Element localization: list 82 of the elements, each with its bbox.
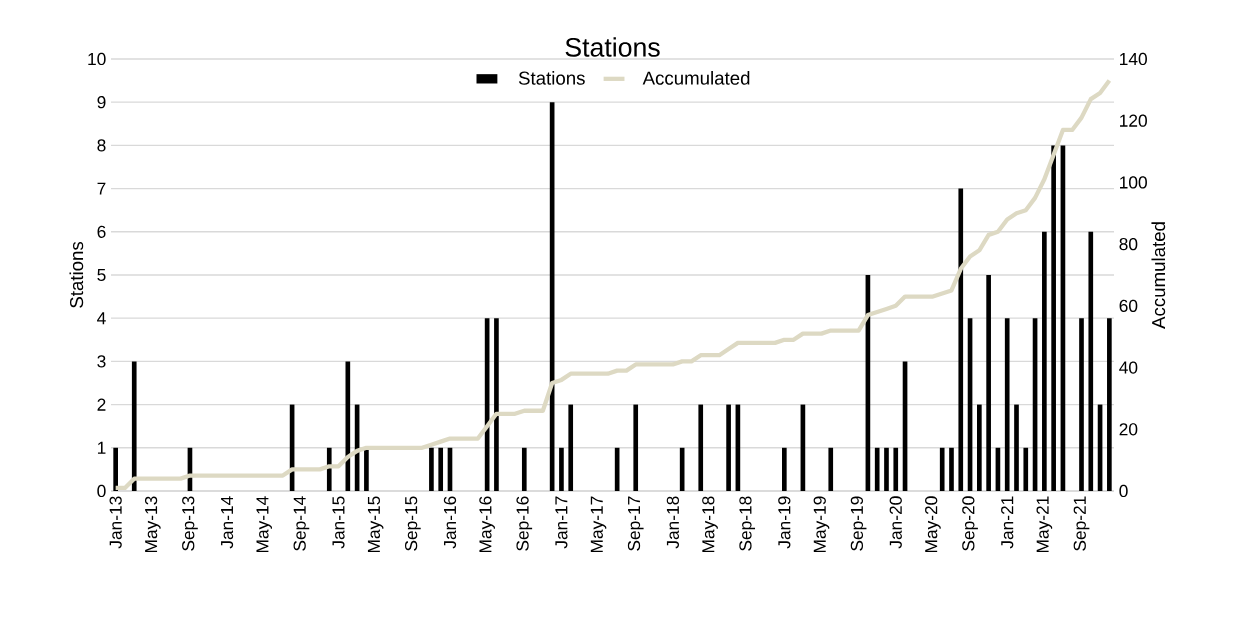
bar xyxy=(131,361,137,491)
bar xyxy=(364,447,369,491)
y-tick-label: 6 xyxy=(97,225,106,238)
x-tick-label: May-16 xyxy=(479,496,495,553)
bar xyxy=(113,447,118,491)
x-tick-label: Sep-14 xyxy=(293,496,310,551)
x-tick-label: Jan-15 xyxy=(332,496,345,549)
bar xyxy=(977,404,982,491)
bar xyxy=(559,447,564,491)
x-tick-label: Jan-14 xyxy=(221,496,234,549)
x-tick-label: Jan-19 xyxy=(778,496,791,549)
x-tick-label: Jan-16 xyxy=(443,496,457,549)
x-tick-label: May-19 xyxy=(813,496,830,553)
x-tick-label: Sep-19 xyxy=(850,496,867,551)
y-tick-label: 7 xyxy=(97,182,106,195)
x-tick-label: May-14 xyxy=(256,496,273,553)
x-tick-label: Jan-18 xyxy=(666,496,680,549)
y2-tick-label: 0 xyxy=(1119,484,1128,498)
bar xyxy=(1004,318,1010,491)
bar xyxy=(986,274,991,491)
bar xyxy=(949,447,954,491)
x-tick-label: May-20 xyxy=(925,496,941,553)
y-tick-label: 0 xyxy=(97,484,106,498)
x-tick-label: Jan-20 xyxy=(889,496,902,549)
y-tick-label: 10 xyxy=(88,52,106,66)
x-tick-label: Jan-21 xyxy=(1001,496,1014,549)
y-tick-label: 8 xyxy=(97,139,106,152)
x-tick-label: May-17 xyxy=(590,496,607,553)
x-tick-label: Sep-15 xyxy=(404,496,421,551)
y-tick-label: 5 xyxy=(97,268,106,282)
bar xyxy=(939,447,945,491)
y2-tick-label: 120 xyxy=(1120,114,1147,127)
legend-label: Accumulated xyxy=(642,71,750,85)
bar xyxy=(1051,145,1056,491)
bar xyxy=(884,447,889,491)
bar xyxy=(429,447,434,491)
bar xyxy=(893,447,899,491)
x-tick-label: May-13 xyxy=(144,496,161,553)
y2-tick-label: 20 xyxy=(1119,423,1138,436)
y-tick-label: 4 xyxy=(97,312,106,325)
bar xyxy=(828,447,834,491)
x-tick-label: Sep-13 xyxy=(182,496,198,551)
x-tick-label: Sep-21 xyxy=(1073,496,1090,551)
y2-tick-label: 60 xyxy=(1119,299,1138,312)
bar xyxy=(781,447,787,491)
y-tick-label: 9 xyxy=(97,96,106,109)
legend-label: Stations xyxy=(518,71,585,85)
x-tick-label: May-21 xyxy=(1036,496,1053,553)
bar xyxy=(1042,231,1047,491)
x-tick-label: Sep-20 xyxy=(962,496,978,551)
x-tick-label: Sep-18 xyxy=(739,496,756,551)
bar xyxy=(1079,318,1084,491)
y2-axis-title: Accumulated xyxy=(1151,222,1166,329)
x-tick-label: Sep-17 xyxy=(627,496,644,551)
y-tick-label: 1 xyxy=(97,441,106,454)
bar xyxy=(726,404,731,491)
bar xyxy=(494,318,499,491)
bar xyxy=(698,404,704,491)
bar xyxy=(438,447,444,491)
x-tick-label: Jan-13 xyxy=(109,496,122,549)
bar xyxy=(874,447,880,491)
bar xyxy=(1088,231,1094,491)
bar xyxy=(1107,318,1112,491)
x-tick-label: May-15 xyxy=(367,496,384,553)
bar xyxy=(958,188,964,491)
y-tick-label: 2 xyxy=(97,398,106,411)
x-tick-label: Jan-17 xyxy=(555,496,568,549)
bar xyxy=(521,447,527,491)
x-tick-label: May-18 xyxy=(702,496,718,553)
y2-tick-label: 80 xyxy=(1119,237,1138,251)
bar xyxy=(568,404,574,491)
y2-tick-label: 100 xyxy=(1120,176,1147,189)
bar xyxy=(633,404,639,491)
x-tick-label: Sep-16 xyxy=(516,496,533,551)
bar xyxy=(345,361,351,491)
y-tick-label: 3 xyxy=(97,355,106,368)
y2-tick-label: 40 xyxy=(1119,361,1138,374)
bar xyxy=(1023,447,1029,491)
y2-tick-label: 140 xyxy=(1120,52,1147,66)
y-axis-title: Stations xyxy=(69,241,84,308)
bar xyxy=(1014,404,1019,491)
chart-title: Stations xyxy=(565,37,660,57)
